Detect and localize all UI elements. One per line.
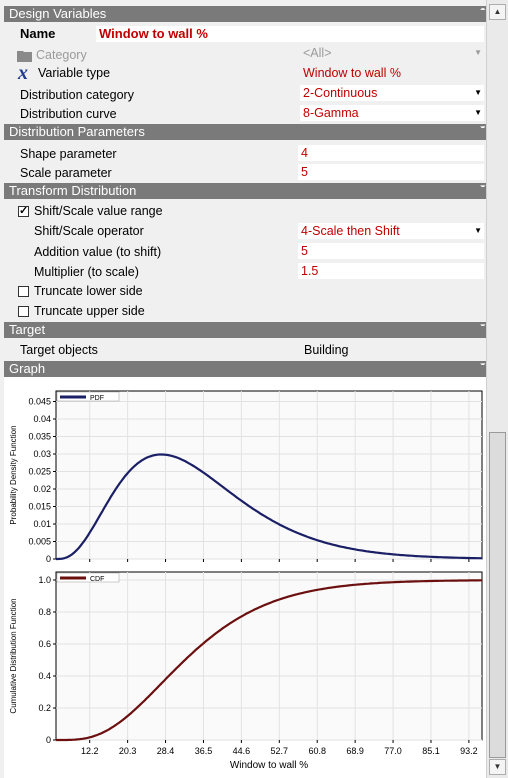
plot-frame bbox=[55, 571, 483, 741]
variable-type-value: Window to wall % bbox=[303, 66, 401, 80]
distribution-curve-label: Distribution curve bbox=[20, 107, 117, 121]
target-objects-label: Target objects bbox=[20, 343, 98, 357]
distribution-category-value: 2-Continuous bbox=[303, 86, 378, 100]
shape-parameter-label: Shape parameter bbox=[20, 147, 117, 161]
plot-frame bbox=[55, 390, 483, 560]
y-tick-label: 0.005 bbox=[28, 537, 51, 547]
shift-scale-operator-select[interactable]: 4-Scale then Shift ▼ bbox=[298, 223, 484, 239]
target-objects-value: Building bbox=[304, 343, 349, 357]
scroll-down-icon[interactable]: ▼ bbox=[489, 759, 506, 775]
truncate-lower-label: Truncate lower side bbox=[34, 284, 143, 298]
variable-type-label: Variable type bbox=[38, 66, 111, 80]
shift-scale-label: Shift/Scale value range bbox=[34, 204, 163, 218]
collapse-chevron-icon[interactable]: ˇˇ bbox=[480, 126, 484, 137]
collapse-chevron-icon[interactable]: ˇˇ bbox=[480, 324, 484, 335]
y-tick-label: 0.035 bbox=[28, 432, 51, 442]
name-field[interactable]: Window to wall % bbox=[96, 26, 484, 42]
addition-value-field[interactable]: 5 bbox=[298, 243, 484, 259]
variable-x-icon: x bbox=[18, 62, 28, 84]
category-select: <All> ▼ bbox=[300, 45, 484, 61]
x-tick-label: 36.5 bbox=[195, 746, 213, 756]
section-distribution-parameters[interactable]: Distribution Parameters ˇˇ bbox=[4, 124, 486, 140]
section-title: Graph bbox=[9, 361, 46, 376]
x-tick-label: 68.9 bbox=[346, 746, 364, 756]
multiplier-label: Multiplier (to scale) bbox=[34, 265, 139, 279]
legend-box bbox=[56, 572, 120, 583]
distribution-curve-select[interactable]: 8-Gamma ▼ bbox=[300, 105, 484, 121]
legend-label: PDF bbox=[90, 395, 104, 402]
scroll-up-icon[interactable]: ▲ bbox=[489, 4, 506, 20]
x-tick-label: 93.2 bbox=[460, 746, 478, 756]
legend-box bbox=[56, 391, 120, 402]
shift-scale-operator-value: 4-Scale then Shift bbox=[301, 224, 400, 238]
section-title: Target bbox=[9, 322, 46, 337]
y-tick-label: 0.04 bbox=[33, 414, 51, 424]
folder-icon bbox=[17, 51, 32, 62]
y-tick-label: 0.03 bbox=[33, 449, 51, 459]
y-tick-label: 0 bbox=[46, 554, 51, 564]
distribution-curve-value: 8-Gamma bbox=[303, 106, 359, 120]
addition-value-label: Addition value (to shift) bbox=[34, 245, 162, 259]
y-tick-label: 0.025 bbox=[28, 467, 51, 477]
x-tick-label: 20.3 bbox=[119, 746, 137, 756]
scale-parameter-field[interactable]: 5 bbox=[298, 164, 484, 180]
section-transform-distribution[interactable]: Transform Distribution ˇˇ bbox=[4, 183, 486, 199]
section-graph[interactable]: Graph ˇˇ bbox=[4, 361, 486, 377]
x-tick-label: 60.8 bbox=[308, 746, 326, 756]
y-axis-label: Cumulative Distribution Function bbox=[9, 598, 18, 713]
scrollbar-thumb[interactable] bbox=[489, 432, 506, 758]
section-title: Design Variables bbox=[9, 6, 107, 21]
distribution-category-label: Distribution category bbox=[20, 88, 134, 102]
graph-area: 0 0.005 0.01 0.015 0.02 0.025 0.03 0.035 0.04 0.0… bbox=[4, 377, 486, 778]
vertical-scrollbar[interactable]: ▲ ▼ bbox=[486, 0, 508, 778]
y-tick-label: 0.8 bbox=[38, 607, 51, 617]
y-tick-label: 1.0 bbox=[38, 575, 51, 585]
y-tick-label: 0.015 bbox=[28, 502, 51, 512]
y-tick-label: 0.2 bbox=[38, 703, 51, 713]
y-tick-label: 0.045 bbox=[28, 397, 51, 407]
property-panel: Design Variables ˆˆ Name Window to wall … bbox=[4, 6, 486, 778]
chevron-down-icon[interactable]: ▼ bbox=[474, 226, 482, 235]
pdf-series-line bbox=[56, 453, 483, 561]
y-tick-label: 0.6 bbox=[38, 639, 51, 649]
x-tick-label: 85.1 bbox=[422, 746, 440, 756]
category-label: Category bbox=[36, 48, 87, 62]
distribution-category-select[interactable]: 2-Continuous ▼ bbox=[300, 85, 484, 101]
chevron-down-icon[interactable]: ▼ bbox=[474, 108, 482, 117]
section-title: Distribution Parameters bbox=[9, 124, 145, 139]
collapse-chevron-icon[interactable]: ˆˆ bbox=[480, 8, 484, 19]
collapse-chevron-icon[interactable]: ˇˇ bbox=[480, 363, 484, 374]
x-tick-label: 77.0 bbox=[384, 746, 402, 756]
x-tick-label: 44.6 bbox=[233, 746, 251, 756]
chevron-down-icon: ▼ bbox=[474, 48, 482, 57]
section-design-variables[interactable]: Design Variables ˆˆ bbox=[4, 6, 486, 22]
shift-scale-operator-label: Shift/Scale operator bbox=[34, 224, 144, 238]
y-tick-label: 0.01 bbox=[33, 519, 51, 529]
legend-label: CDF bbox=[90, 576, 104, 583]
x-tick-label: 52.7 bbox=[271, 746, 289, 756]
multiplier-field[interactable]: 1.5 bbox=[298, 263, 484, 279]
scale-parameter-label: Scale parameter bbox=[20, 166, 112, 180]
truncate-lower-checkbox[interactable] bbox=[18, 286, 29, 297]
y-axis-label: Probability Density Function bbox=[9, 425, 18, 524]
x-tick-label: 28.4 bbox=[157, 746, 175, 756]
charts-svg: 0 0.005 0.01 0.015 0.02 0.025 0.03 0.035 0.04 0.0… bbox=[9, 390, 483, 771]
section-target[interactable]: Target ˇˇ bbox=[4, 322, 486, 338]
truncate-upper-checkbox[interactable] bbox=[18, 306, 29, 317]
collapse-chevron-icon[interactable]: ˇˇ bbox=[480, 185, 484, 196]
x-tick-label: 12.2 bbox=[81, 746, 99, 756]
y-tick-label: 0 bbox=[46, 735, 51, 745]
checkmark-icon: ✓ bbox=[19, 205, 29, 217]
name-label: Name bbox=[20, 26, 56, 41]
y-tick-label: 0.02 bbox=[33, 484, 51, 494]
shape-parameter-field[interactable]: 4 bbox=[298, 145, 484, 161]
category-value: <All> bbox=[303, 46, 332, 60]
shift-scale-checkbox[interactable]: ✓ bbox=[18, 205, 29, 217]
x-axis-label: Window to wall % bbox=[230, 760, 308, 771]
cdf-series-line bbox=[56, 579, 482, 742]
section-title: Transform Distribution bbox=[9, 183, 137, 198]
chevron-down-icon[interactable]: ▼ bbox=[474, 88, 482, 97]
truncate-upper-label: Truncate upper side bbox=[34, 304, 145, 318]
y-tick-label: 0.4 bbox=[38, 671, 51, 681]
